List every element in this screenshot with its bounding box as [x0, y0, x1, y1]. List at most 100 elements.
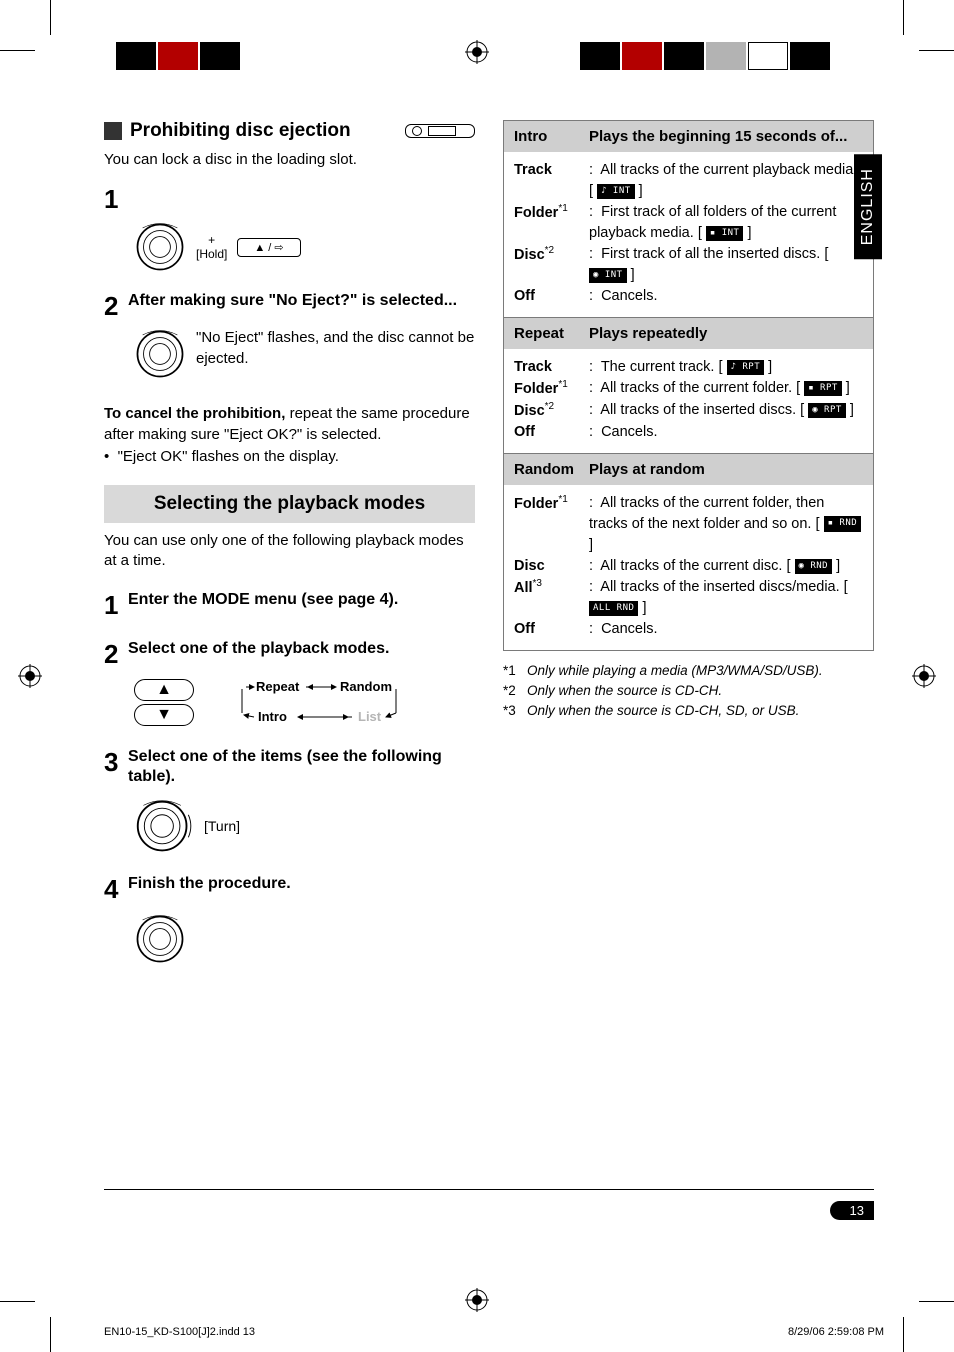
table-row: Off : Cancels. — [514, 619, 863, 640]
row-desc: : The current track. [ ♪ RPT ] — [589, 357, 863, 378]
footnote-text: Only when the source is CD-CH, SD, or US… — [527, 701, 799, 721]
page-content: ENGLISH Prohibiting disc ejection You ca… — [104, 70, 874, 1240]
row-desc: : Cancels. — [589, 286, 863, 307]
svg-text:Repeat: Repeat — [256, 679, 300, 694]
color-square — [158, 42, 198, 70]
footer-date: 8/29/06 2:59:08 PM — [788, 1326, 884, 1338]
display-icon: ◉ RPT — [808, 403, 846, 418]
row-desc: : All tracks of the inserted discs. [ ◉ … — [589, 400, 863, 422]
knob-turn-icon — [134, 796, 194, 856]
cancel-label: To cancel the prohibition, — [104, 405, 285, 422]
table-row: Folder*1 : All tracks of the current fol… — [514, 493, 863, 556]
table-row: All*3 : All tracks of the inserted discs… — [514, 577, 863, 619]
footnote-mark: *2 — [503, 681, 527, 701]
table-row: Track : All tracks of the current playba… — [514, 160, 863, 202]
display-icon: ALL RND — [589, 601, 638, 616]
display-icon: ▪ RPT — [804, 381, 842, 396]
footer-meta: EN10-15_KD-S100[J]2.indd 13 8/29/06 2:59… — [104, 1326, 884, 1338]
table-body: Track : The current track. [ ♪ RPT ] Fol… — [504, 349, 873, 453]
mode-step1: Enter the MODE menu (see page 4). — [128, 590, 475, 611]
row-desc: : All tracks of the current folder, then… — [589, 493, 863, 556]
table-head-right: Plays the beginning 15 seconds of... — [589, 128, 847, 145]
row-label: Disc — [514, 556, 589, 577]
crop-mark — [919, 50, 954, 51]
step2-note: "No Eject" flashes, and the disc cannot … — [196, 328, 475, 369]
row-desc: : All tracks of the current disc. [ ◉ RN… — [589, 556, 863, 577]
footnotes: *1Only while playing a media (MP3/WMA/SD… — [503, 661, 874, 722]
updown-buttons-icon: ▲ ▼ — [134, 676, 194, 729]
registration-target-icon — [465, 1288, 489, 1312]
lock-text: You can lock a disc in the loading slot. — [104, 150, 475, 170]
front-panel-icon — [405, 124, 475, 138]
footer-rule — [104, 1189, 874, 1190]
footnote-mark: *1 — [503, 661, 527, 681]
table-head-left: Repeat — [514, 325, 589, 342]
table-head-right: Plays repeatedly — [589, 325, 707, 342]
crop-mark — [903, 1317, 904, 1352]
row-label: Folder*1 — [514, 493, 589, 556]
table-row: Track : The current track. [ ♪ RPT ] — [514, 357, 863, 378]
section-marker-icon — [104, 122, 122, 140]
footer-file: EN10-15_KD-S100[J]2.indd 13 — [104, 1326, 255, 1338]
row-desc: : All tracks of the current playback med… — [589, 160, 863, 202]
row-label: Disc*2 — [514, 244, 589, 286]
display-icon: ◉ RND — [795, 559, 833, 574]
row-desc: : Cancels. — [589, 422, 863, 443]
footnote: *3Only when the source is CD-CH, SD, or … — [503, 701, 874, 721]
modes-intro: You can use only one of the following pl… — [104, 531, 475, 572]
crop-mark — [919, 1301, 954, 1302]
color-bar — [50, 42, 904, 70]
color-square — [706, 42, 746, 70]
table-row: Disc*2 : All tracks of the inserted disc… — [514, 400, 863, 422]
svg-text:Intro: Intro — [258, 709, 287, 724]
step-number: 4 — [104, 874, 128, 905]
page-number: 13 — [830, 1201, 874, 1220]
footnote-mark: *3 — [503, 701, 527, 721]
mode-cycle-diagram: Repeat Random Intro List — [218, 677, 408, 727]
right-column: Intro Plays the beginning 15 seconds of.… — [503, 120, 874, 970]
table-row: Disc*2 : First track of all the inserted… — [514, 244, 863, 286]
color-square — [622, 42, 662, 70]
mode-step4: Finish the procedure. — [128, 874, 475, 895]
display-icon: ▪ RND — [824, 516, 862, 531]
crop-mark — [0, 1301, 35, 1302]
display-icon: ◉ INT — [589, 268, 627, 283]
table-header: Intro Plays the beginning 15 seconds of.… — [504, 121, 873, 152]
hold-label: [Hold] — [196, 247, 227, 261]
table-header: Repeat Plays repeatedly — [504, 317, 873, 349]
color-square — [580, 42, 620, 70]
table-head-left: Intro — [514, 128, 589, 145]
crop-mark — [50, 1317, 51, 1352]
row-label: Folder*1 — [514, 202, 589, 244]
step-number: 3 — [104, 747, 128, 778]
footnote-text: Only while playing a media (MP3/WMA/SD/U… — [527, 661, 823, 681]
step-number: 1 — [104, 590, 128, 621]
table-row: Folder*1 : First track of all folders of… — [514, 202, 863, 244]
row-label: Track — [514, 160, 589, 202]
cancel-bullet: "Eject OK" flashes on the display. — [118, 448, 339, 465]
row-label: Off — [514, 619, 589, 640]
playback-mode-table: Intro Plays the beginning 15 seconds of.… — [503, 120, 874, 651]
table-row: Disc : All tracks of the current disc. [… — [514, 556, 863, 577]
crop-mark — [903, 0, 904, 35]
plus-label: + — [196, 233, 227, 247]
row-desc: : First track of all folders of the curr… — [589, 202, 863, 244]
left-column: Prohibiting disc ejection You can lock a… — [104, 70, 475, 970]
step-number: 2 — [104, 639, 128, 670]
display-icon: ♪ INT — [597, 184, 635, 199]
mode-step2: Select one of the playback modes. — [128, 639, 475, 660]
row-label: Disc*2 — [514, 400, 589, 422]
heading-prohibit: Prohibiting disc ejection — [130, 120, 351, 142]
footnote: *2Only when the source is CD-CH. — [503, 681, 874, 701]
svg-text:Random: Random — [340, 679, 392, 694]
row-label: Off — [514, 422, 589, 443]
row-desc: : Cancels. — [589, 619, 863, 640]
table-row: Off : Cancels. — [514, 422, 863, 443]
step-number: 2 — [104, 291, 128, 322]
display-icon: ♪ RPT — [727, 360, 765, 375]
color-square — [200, 42, 240, 70]
turn-label: [Turn] — [204, 818, 240, 834]
table-body: Track : All tracks of the current playba… — [504, 152, 873, 317]
table-row: Off : Cancels. — [514, 286, 863, 307]
table-header: Random Plays at random — [504, 453, 873, 485]
